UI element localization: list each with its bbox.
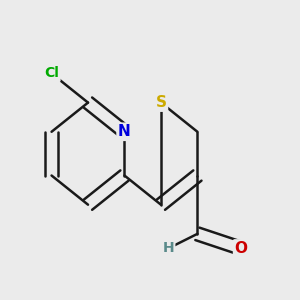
- Text: N: N: [118, 124, 131, 139]
- Text: H: H: [162, 242, 174, 255]
- Text: O: O: [235, 241, 248, 256]
- Text: Cl: Cl: [44, 66, 59, 80]
- Text: S: S: [155, 95, 167, 110]
